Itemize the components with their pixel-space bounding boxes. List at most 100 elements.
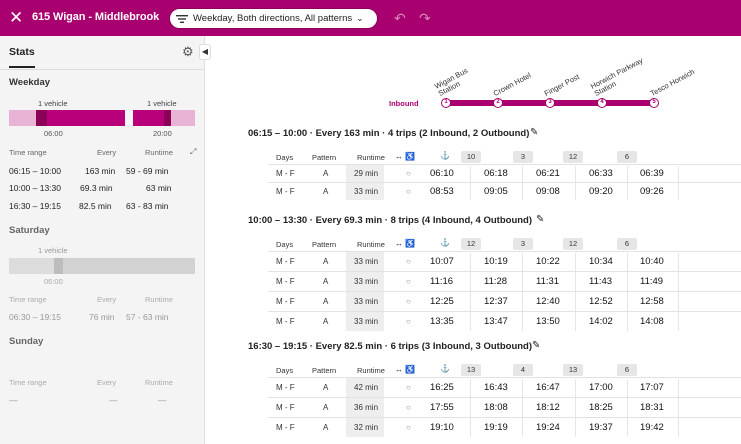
time-cell[interactable]: 08:53 — [430, 186, 454, 197]
time-cell[interactable]: 06:21 — [536, 168, 560, 179]
accessibility-status-icon: ○ — [406, 403, 411, 412]
time-cell[interactable]: 06:10 — [430, 168, 454, 179]
anchor-icon[interactable]: ⚓ — [440, 238, 450, 247]
time-cell[interactable]: 19:24 — [536, 422, 560, 433]
column-divider — [522, 166, 523, 200]
anchor-icon[interactable]: ⚓ — [440, 151, 450, 160]
time-cell[interactable]: 10:19 — [484, 256, 508, 267]
column-header-pattern: Pattern — [312, 153, 337, 162]
time-cell[interactable]: 12:52 — [589, 296, 613, 307]
stop-marker[interactable]: 1 — [441, 98, 451, 108]
row-divider — [268, 251, 741, 252]
stats-header-time-range: Time range — [9, 295, 47, 304]
travel-time-badge: 3 — [513, 238, 533, 250]
column-divider — [522, 379, 523, 437]
time-cell[interactable]: 18:12 — [536, 402, 560, 413]
bar-segment — [36, 110, 47, 126]
cell-pattern: A — [323, 383, 329, 392]
stop-name: Finger Post — [542, 72, 581, 98]
time-cell[interactable]: 19:10 — [430, 422, 454, 433]
pencil-icon[interactable]: ✎ — [536, 214, 545, 225]
time-cell[interactable]: 11:28 — [484, 276, 508, 287]
time-cell[interactable]: 09:08 — [536, 186, 560, 197]
time-cell[interactable]: 06:39 — [640, 168, 664, 179]
time-cell[interactable]: 13:50 — [536, 316, 560, 327]
arrows-icon: ↔ — [395, 239, 403, 248]
close-icon[interactable]: ✕ — [9, 8, 24, 27]
cell-runtime: 42 min — [354, 383, 379, 392]
time-cell[interactable]: 09:05 — [484, 186, 508, 197]
column-header-days: Days — [276, 366, 294, 375]
accessibility-icon: ♿ — [405, 365, 415, 374]
time-cell[interactable]: 14:02 — [589, 316, 613, 327]
time-cell[interactable]: 11:49 — [640, 276, 664, 287]
gear-icon[interactable]: ⚙ — [182, 44, 194, 59]
time-cell[interactable]: 18:31 — [640, 402, 664, 413]
stat-range: 06:30 – 19:15 — [9, 312, 61, 322]
pencil-icon[interactable]: ✎ — [532, 340, 541, 351]
time-cell[interactable]: 13:35 — [430, 316, 454, 327]
filter-dropdown[interactable]: Weekday, Both directions, All patterns ⌄ — [169, 8, 378, 29]
redo-icon[interactable]: ↷ — [419, 10, 431, 26]
time-cell[interactable]: 06:33 — [589, 168, 613, 179]
top-bar: ✕ 615 Wigan - Middlebrook Weekday, Both … — [0, 0, 741, 36]
chevron-down-icon: ⌄ — [356, 13, 364, 23]
time-cell[interactable]: 10:07 — [430, 256, 454, 267]
bar-segment — [171, 110, 195, 126]
time-cell[interactable]: 16:47 — [536, 382, 560, 393]
chevron-left-icon[interactable]: ◀ — [199, 44, 211, 60]
cell-days: M - F — [276, 383, 295, 392]
time-cell[interactable]: 12:40 — [536, 296, 560, 307]
time-cell[interactable]: 09:26 — [640, 186, 664, 197]
stats-header-time-range: Time range — [9, 378, 47, 387]
stop-marker[interactable]: 2 — [493, 98, 503, 108]
column-divider — [575, 379, 576, 437]
travel-time-badge: 13 — [563, 364, 583, 376]
stat-every: 69.3 min — [80, 183, 113, 193]
stop-name: Wigan Bus Station — [433, 65, 470, 98]
time-cell[interactable]: 06:18 — [484, 168, 508, 179]
stat-runtime: — — [158, 395, 167, 405]
stats-header-runtime: Runtime — [145, 295, 173, 304]
time-cell[interactable]: 18:25 — [589, 402, 613, 413]
time-cell[interactable]: 19:37 — [589, 422, 613, 433]
stop-name: Crown Hotel — [491, 70, 533, 98]
time-cell[interactable]: 12:37 — [484, 296, 508, 307]
time-cell[interactable]: 10:22 — [536, 256, 560, 267]
time-cell[interactable]: 17:07 — [640, 382, 664, 393]
bar-tick: 06:00 — [44, 277, 63, 286]
time-cell[interactable]: 09:20 — [589, 186, 613, 197]
accessibility-status-icon: ○ — [406, 317, 411, 326]
stop-marker[interactable]: 4 — [597, 98, 607, 108]
accessibility-status-icon: ○ — [406, 187, 411, 196]
time-cell[interactable]: 19:42 — [640, 422, 664, 433]
time-cell[interactable]: 12:25 — [430, 296, 454, 307]
expand-icon[interactable]: ⤢ — [190, 147, 197, 156]
cell-runtime: 29 min — [354, 169, 379, 178]
undo-icon[interactable]: ↶ — [394, 10, 406, 26]
column-divider — [678, 166, 679, 200]
time-cell[interactable]: 16:43 — [484, 382, 508, 393]
stop-marker[interactable]: 5 — [649, 98, 659, 108]
pencil-icon[interactable]: ✎ — [530, 127, 539, 138]
time-cell[interactable]: 12:58 — [640, 296, 664, 307]
time-cell[interactable]: 10:34 — [589, 256, 613, 267]
time-cell[interactable]: 11:43 — [589, 276, 613, 287]
stop-marker[interactable]: 3 — [545, 98, 555, 108]
time-cell[interactable]: 18:08 — [484, 402, 508, 413]
time-cell[interactable]: 17:55 — [430, 402, 454, 413]
time-cell[interactable]: 14:08 — [640, 316, 664, 327]
bar-tick: 06:00 — [44, 129, 63, 138]
stat-runtime: 63 min — [146, 183, 172, 193]
bar-segment — [133, 110, 164, 126]
cell-pattern: A — [323, 277, 329, 286]
time-cell[interactable]: 11:31 — [536, 276, 560, 287]
time-cell[interactable]: 10:40 — [640, 256, 664, 267]
time-cell[interactable]: 19:19 — [484, 422, 508, 433]
time-cell[interactable]: 16:25 — [430, 382, 454, 393]
column-divider — [470, 379, 471, 437]
time-cell[interactable]: 13:47 — [484, 316, 508, 327]
time-cell[interactable]: 17:00 — [589, 382, 613, 393]
time-cell[interactable]: 11:16 — [430, 276, 454, 287]
anchor-icon[interactable]: ⚓ — [440, 364, 450, 373]
